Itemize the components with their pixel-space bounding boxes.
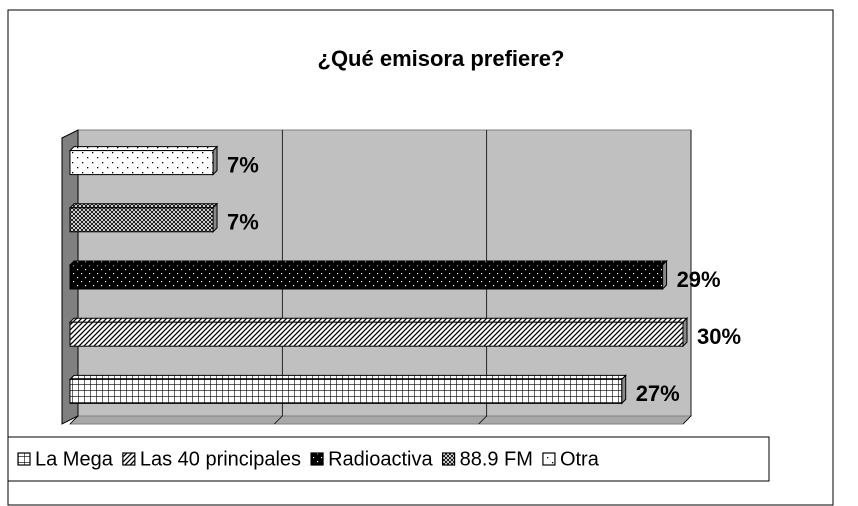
bar-top xyxy=(68,146,219,152)
legend-swatch xyxy=(17,452,31,466)
legend-box xyxy=(7,436,770,482)
legend-label: 88.9 FM xyxy=(460,448,533,470)
legend-label: La Mega xyxy=(35,448,114,470)
floor xyxy=(68,415,693,425)
legend: La Mega Las 40 principales Radioactiva 88.9… xyxy=(17,448,600,470)
data-label: 27% xyxy=(636,381,680,406)
bar-end xyxy=(621,374,627,405)
bar xyxy=(69,378,623,404)
bar-end xyxy=(662,259,668,291)
legend-label: Radioactiva xyxy=(328,448,433,470)
bar-end xyxy=(682,316,688,348)
legend-label: Las 40 principales xyxy=(140,448,301,470)
bar-top xyxy=(68,374,627,380)
bar-top xyxy=(68,260,668,266)
plot-area: 27% 30% 29% 7% 7% xyxy=(61,129,741,425)
grid-line xyxy=(478,130,488,425)
legend-swatch xyxy=(542,452,556,466)
legend-swatch xyxy=(122,452,136,466)
bar xyxy=(69,150,214,176)
bar-end xyxy=(212,202,218,234)
bar-top xyxy=(68,317,689,323)
grid-line xyxy=(682,130,692,425)
chart-title: ¿Qué emisora prefiere? xyxy=(318,46,565,71)
data-label: 7% xyxy=(227,152,259,177)
legend-swatch xyxy=(310,452,324,466)
data-label: 30% xyxy=(697,324,741,349)
grid-line xyxy=(274,130,283,425)
legend-swatch xyxy=(441,452,456,466)
bar xyxy=(69,207,214,233)
legend-label: Otra xyxy=(560,448,600,470)
bar xyxy=(69,321,684,347)
data-label: 29% xyxy=(677,267,721,292)
bar-top xyxy=(68,203,219,209)
data-label: 7% xyxy=(227,210,259,235)
bar xyxy=(69,264,664,290)
bar-end xyxy=(212,145,218,176)
